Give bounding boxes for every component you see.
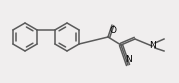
Text: N: N: [125, 56, 131, 64]
Text: O: O: [110, 25, 117, 35]
Text: N: N: [150, 41, 156, 49]
